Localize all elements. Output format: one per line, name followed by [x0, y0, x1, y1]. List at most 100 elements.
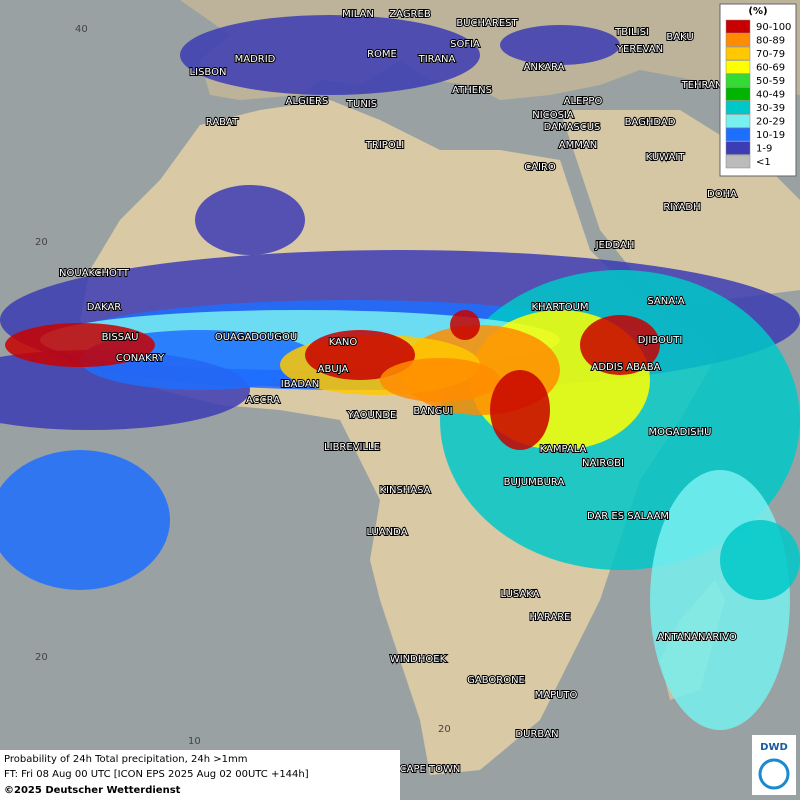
caption-line: ©2025 Deutscher Wetterdienst — [4, 785, 181, 796]
city-label: MAPUTO — [535, 690, 578, 701]
legend-label: 50-59 — [756, 76, 785, 87]
city-label: ACCRA — [246, 395, 280, 406]
grid-label: 20 — [438, 724, 451, 735]
city-label: SOFIA — [450, 39, 480, 50]
city-label: YEREVAN — [616, 44, 663, 55]
city-label: KAMPALA — [540, 444, 587, 455]
city-label: BISSAU — [102, 332, 139, 343]
city-label: ALEPPO — [564, 96, 603, 107]
precip-area — [380, 358, 500, 402]
legend-label: 30-39 — [756, 103, 785, 114]
city-label: TUNIS — [346, 99, 377, 110]
precip-area — [490, 370, 550, 450]
grid-label: 40 — [75, 24, 88, 35]
logo-box — [752, 735, 796, 795]
city-label: DOHA — [707, 189, 737, 200]
city-label: MILAN — [342, 9, 374, 20]
labels: MILAN ZAGREB BUCHAREST TBILISI BAKU SOFIA ROME… — [35, 8, 738, 776]
city-label: DAR ES SALAAM — [587, 511, 669, 522]
city-label: LUANDA — [366, 527, 407, 538]
legend-swatch — [725, 114, 751, 128]
legend-swatch — [725, 73, 751, 88]
city-label: BUCHAREST — [456, 18, 518, 29]
city-label: HARARE — [529, 612, 570, 623]
precip-area — [305, 330, 415, 380]
city-label: KINSHASA — [379, 485, 430, 496]
city-label: SANA'A — [647, 296, 684, 307]
legend-label: 40-49 — [756, 90, 785, 101]
caption-line: FT: Fri 08 Aug 00 UTC [ICON EPS 2025 Aug… — [4, 769, 309, 780]
city-label: ANTANANARIVO — [657, 632, 737, 643]
city-label: TRIPOLI — [365, 140, 404, 151]
city-label: AMMAN — [559, 140, 597, 151]
legend-label: 10-19 — [756, 130, 785, 141]
city-label: CAIRO — [524, 162, 556, 173]
city-label: LUSAKA — [501, 589, 540, 600]
precip-area — [580, 315, 660, 375]
precip-area — [195, 185, 305, 255]
city-label: TBILISI — [614, 27, 649, 38]
precip-area — [0, 450, 170, 590]
city-label: DAMASCUS — [544, 122, 601, 133]
city-label: ANKARA — [524, 62, 565, 73]
precip-area — [5, 323, 155, 367]
city-label: CAPE TOWN — [400, 764, 461, 775]
city-label: BUJUMBURA — [504, 477, 565, 488]
legend-label: 90-100 — [756, 22, 791, 33]
city-label: DJIBOUTI — [638, 335, 683, 346]
city-label: TIRANA — [418, 54, 456, 65]
city-label: KUWAIT — [646, 152, 686, 163]
city-label: MOGADISHU — [649, 427, 712, 438]
city-label: DAKAR — [87, 302, 122, 313]
legend-swatch — [725, 127, 751, 142]
precip-area — [180, 15, 480, 95]
city-label: LISBON — [190, 67, 227, 78]
city-label: NICOSIA — [532, 110, 574, 121]
precipitation-field — [0, 15, 800, 730]
city-label: BAKU — [666, 32, 693, 43]
legend-swatch — [725, 19, 751, 34]
precip-area — [720, 520, 800, 600]
city-label: MADRID — [235, 54, 276, 65]
logo-swirl — [758, 758, 790, 790]
caption-box — [0, 750, 400, 800]
city-label: RIYADH — [663, 202, 700, 213]
city-label: ABUJA — [318, 364, 349, 375]
city-label: TEHRAN — [681, 80, 723, 91]
grid-label: 20 — [35, 237, 48, 248]
city-label: NAIROBI — [582, 458, 624, 469]
city-label: DURBAN — [515, 729, 558, 740]
legend-swatch — [725, 60, 751, 74]
precip-area — [500, 25, 620, 65]
caption-line: Probability of 24h Total precipitation, … — [4, 754, 247, 765]
legend-swatch — [725, 46, 751, 61]
legend-swatch — [725, 100, 751, 115]
legend-title: (%) — [748, 6, 767, 17]
city-label: ATHENS — [452, 85, 492, 96]
city-label: ZAGREB — [389, 9, 431, 20]
city-label: JEDDAH — [595, 240, 635, 251]
city-label: LIBREVILLE — [324, 442, 380, 453]
legend-label: 20-29 — [756, 117, 785, 128]
city-label: NOUAKCHOTT — [59, 268, 130, 279]
legend-label: 70-79 — [756, 49, 785, 60]
grid-label: 10 — [188, 736, 201, 747]
grid-label: 20 — [35, 652, 48, 663]
city-label: BAGHDAD — [625, 117, 676, 128]
city-label: WINDHOEK — [390, 654, 447, 665]
legend: (%) 90-100 80-89 70-79 60-69 50-59 40-49 30-39… — [719, 3, 797, 177]
city-label: BANGUI — [413, 406, 452, 417]
legend-swatch — [725, 87, 751, 101]
legend-swatch — [725, 154, 751, 169]
precip-area — [650, 470, 790, 730]
city-label: ALGIERS — [286, 96, 329, 107]
legend-label: <1 — [756, 157, 771, 168]
city-label: ROME — [367, 49, 397, 60]
legend-label: 1-9 — [756, 144, 772, 155]
precip-area — [450, 310, 480, 340]
legend-label: 80-89 — [756, 36, 785, 47]
city-label: IBADAN — [281, 379, 320, 390]
city-label: YAOUNDE — [347, 410, 397, 421]
city-label: CONAKRY — [116, 353, 165, 364]
